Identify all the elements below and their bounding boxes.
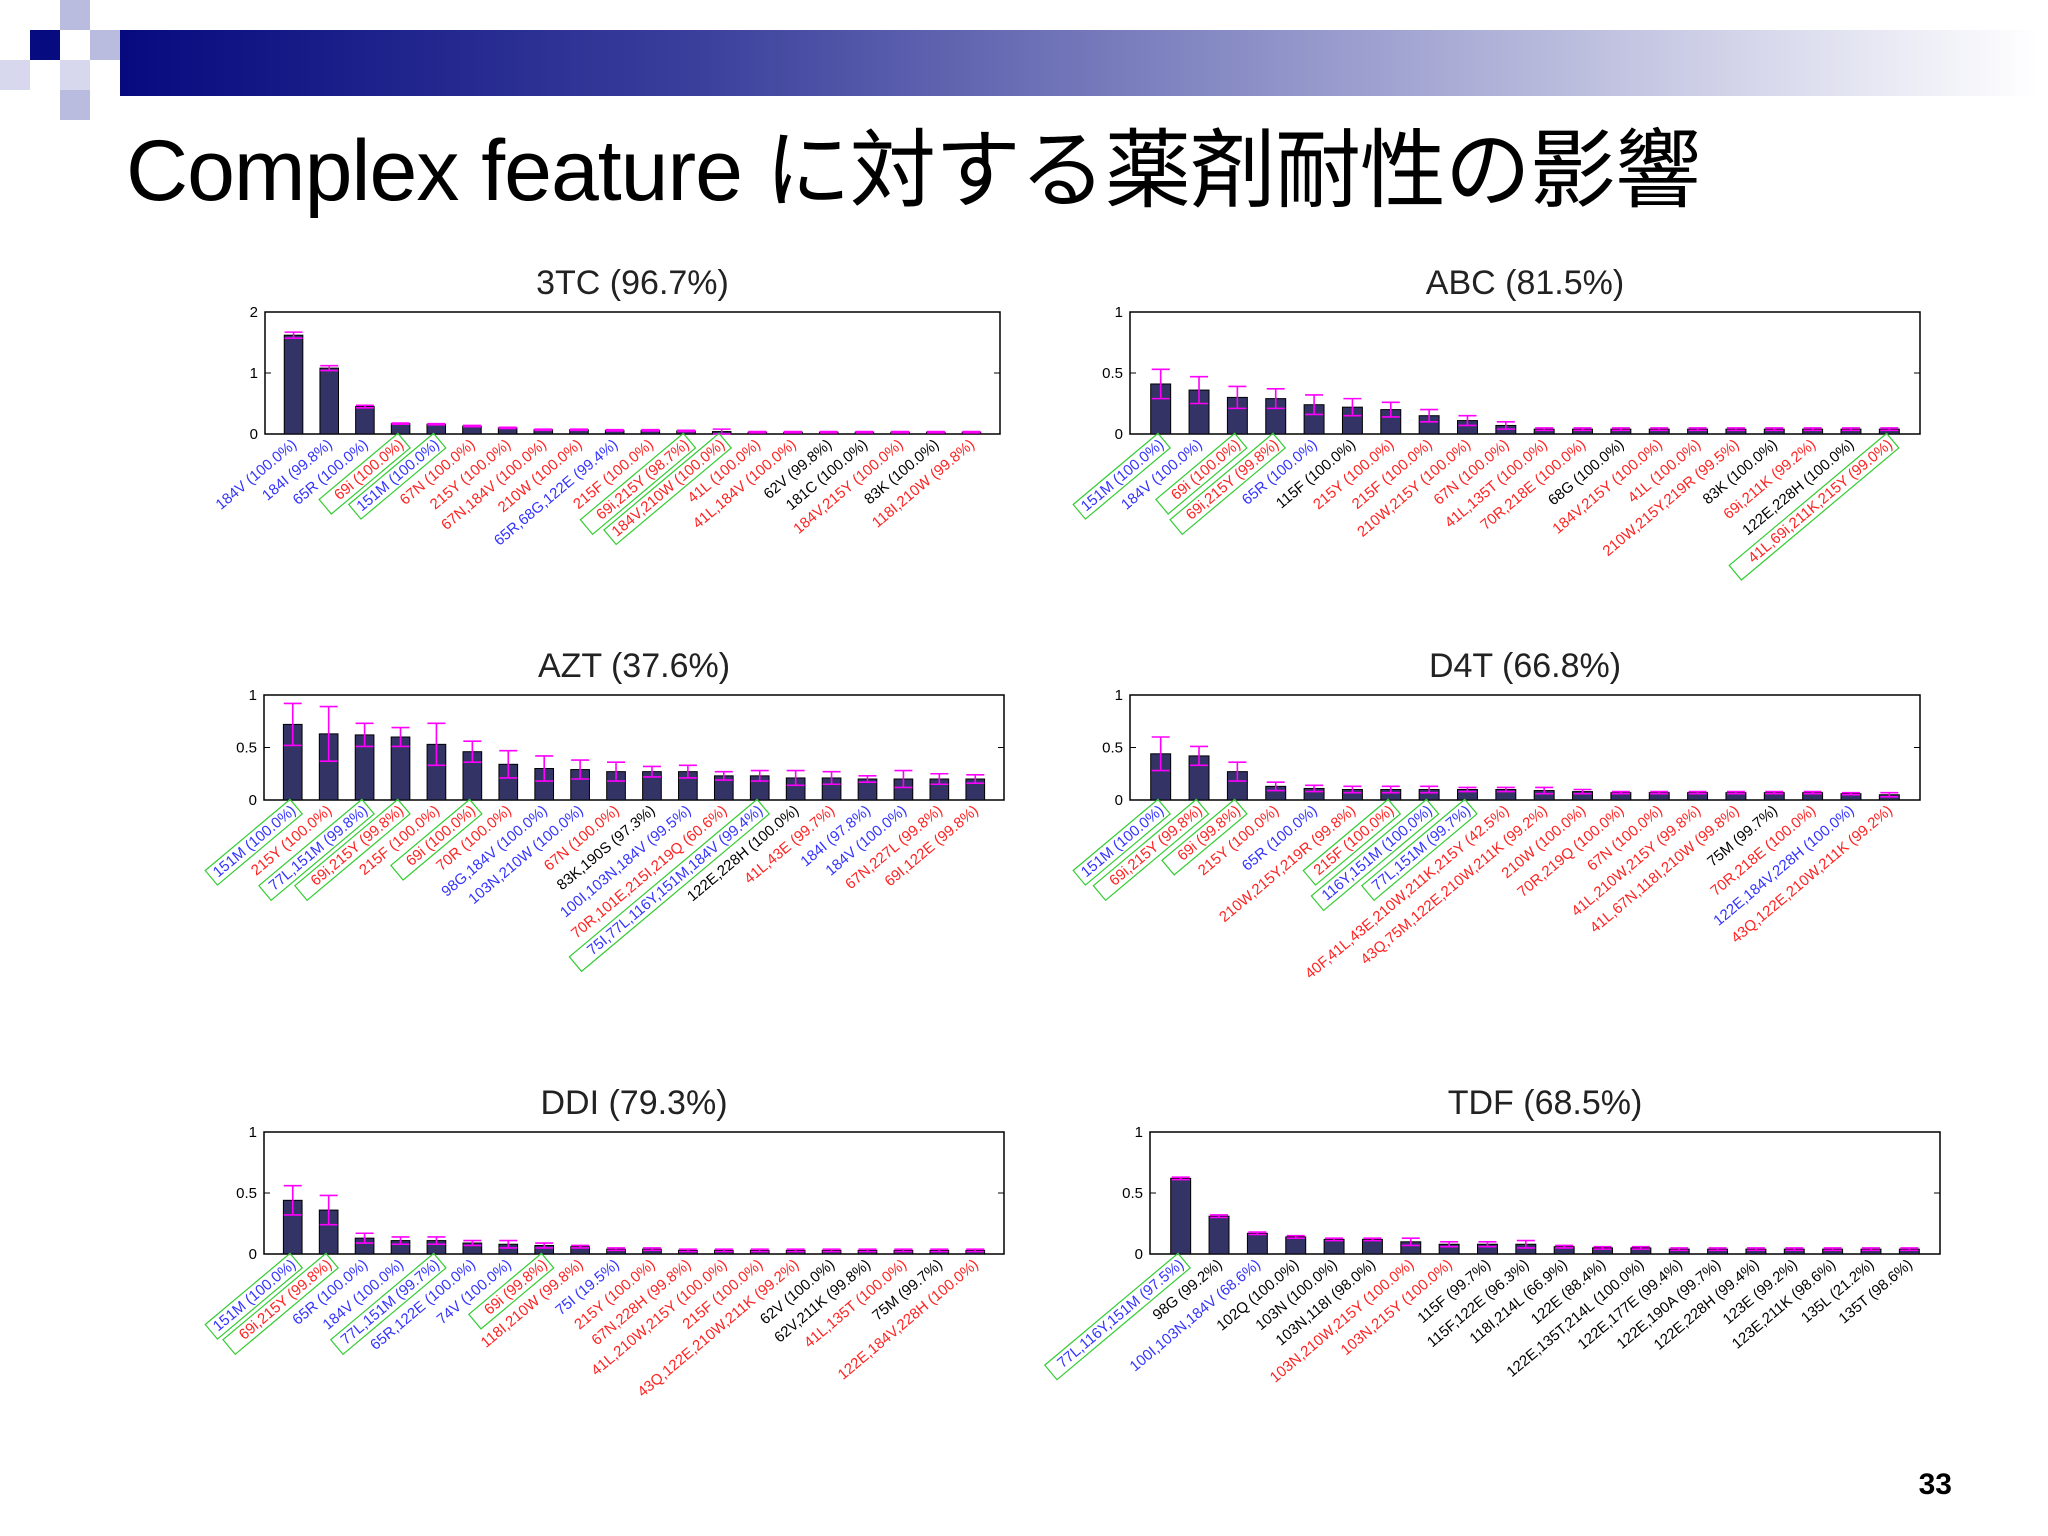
highlight-box <box>1161 798 1248 876</box>
plot-frame <box>1129 694 1921 801</box>
corner-square-light-3 <box>0 60 30 90</box>
title-gradient-bar <box>120 30 2040 96</box>
corner-square-light-1 <box>60 0 90 30</box>
corner-square-light-5 <box>60 90 90 120</box>
highlight-box <box>318 432 411 515</box>
y-tick-label: 0 <box>1115 792 1123 809</box>
highlight-box <box>1072 432 1172 520</box>
highlight-box <box>1092 798 1210 902</box>
y-tick-label: 0.5 <box>1102 740 1123 757</box>
highlight-box <box>329 1252 447 1356</box>
highlight-box <box>1302 798 1402 886</box>
highlight-box <box>1360 798 1478 902</box>
chart-title: ABC (81.5%) <box>1426 264 1624 302</box>
chart-title: DDI (79.3%) <box>540 1084 727 1122</box>
highlight-box <box>204 798 304 886</box>
chart-title: 3TC (96.7%) <box>536 264 729 302</box>
corner-square-light-4 <box>60 60 90 90</box>
highlight-box <box>390 798 483 881</box>
bar <box>1323 1238 1345 1255</box>
corner-square-light-2 <box>90 30 120 60</box>
highlight-box <box>204 1252 304 1340</box>
corner-square-dark-1 <box>30 30 60 60</box>
y-tick-label: 0 <box>249 1246 257 1263</box>
bar <box>319 367 340 435</box>
plot-frame <box>1129 311 1921 435</box>
y-tick-label: 0.5 <box>1122 1185 1143 1202</box>
highlight-box <box>568 798 771 973</box>
highlight-box <box>603 432 733 546</box>
y-tick-label: 1 <box>1115 304 1123 321</box>
bar <box>1361 1238 1383 1255</box>
chart-title: D4T (66.8%) <box>1429 647 1621 685</box>
plot-frame <box>1149 1131 1941 1255</box>
y-tick-label: 1 <box>250 365 258 382</box>
bar <box>426 423 447 435</box>
highlight-box <box>1072 798 1172 886</box>
highlight-box <box>1310 798 1440 912</box>
highlight-box <box>347 432 447 520</box>
plot-frame <box>264 311 1001 435</box>
highlight-box <box>1728 432 1900 581</box>
page-title: Complex feature に対する薬剤耐性の影響 <box>126 123 1701 219</box>
y-tick-label: 0.5 <box>1102 365 1123 382</box>
page-number: 33 <box>1918 1468 1952 1501</box>
y-tick-label: 0 <box>1135 1246 1143 1263</box>
highlight-box <box>1155 432 1248 515</box>
highlight-box <box>294 798 411 902</box>
highlight-box <box>258 798 375 902</box>
bar <box>283 334 304 435</box>
chart-title: AZT (37.6%) <box>538 647 730 685</box>
plot-frame <box>263 694 1005 801</box>
highlight-box <box>222 1252 340 1356</box>
y-tick-label: 0.5 <box>236 1185 257 1202</box>
y-tick-label: 1 <box>249 1124 257 1141</box>
highlight-box <box>467 1252 555 1330</box>
y-tick-label: 1 <box>249 687 257 704</box>
bar <box>355 406 375 435</box>
bar <box>1285 1236 1307 1255</box>
highlight-box <box>579 432 697 536</box>
chart-title: TDF (68.5%) <box>1448 1084 1643 1122</box>
bar <box>390 423 411 435</box>
y-tick-label: 0.5 <box>236 740 257 757</box>
highlight-box <box>1043 1252 1192 1381</box>
y-tick-label: 2 <box>250 304 258 321</box>
highlight-box <box>1169 432 1287 536</box>
plot-frame <box>263 1131 1005 1255</box>
bar <box>1208 1215 1230 1255</box>
y-tick-label: 1 <box>1135 1124 1143 1141</box>
y-tick-label: 0 <box>1115 426 1123 443</box>
y-tick-label: 0 <box>250 426 258 443</box>
bar <box>1170 1177 1192 1255</box>
bar <box>1246 1232 1268 1255</box>
y-tick-label: 0 <box>249 792 257 809</box>
y-tick-label: 1 <box>1115 687 1123 704</box>
